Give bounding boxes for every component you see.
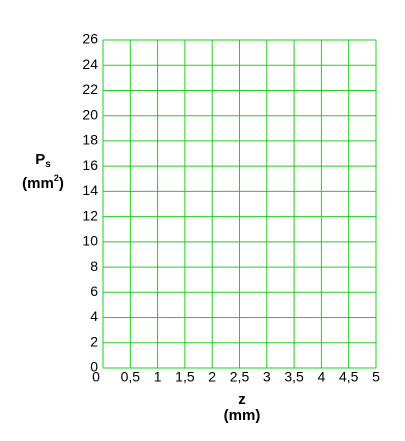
- y-tick-label: 26: [82, 31, 98, 47]
- y-tick-label: 14: [82, 182, 98, 198]
- y-tick-label: 12: [82, 207, 98, 223]
- x-tick-label: 5: [372, 369, 380, 385]
- x-tick-label: 3: [263, 369, 271, 385]
- x-tick-label: 1: [154, 369, 162, 385]
- x-label: z: [238, 391, 246, 408]
- y-tick-label: 16: [82, 157, 98, 173]
- x-unit: (mm): [224, 407, 261, 424]
- y-tick-label: 22: [82, 81, 98, 97]
- x-tick-label: 3,5: [284, 369, 304, 385]
- x-tick-label: 0,5: [121, 369, 141, 385]
- y-tick-label: 8: [90, 258, 98, 274]
- x-tick-label: 2,5: [230, 369, 250, 385]
- x-tick-label: 2: [208, 369, 216, 385]
- y-tick-label: 24: [82, 56, 98, 72]
- y-tick-label: 4: [90, 308, 98, 324]
- y-label: Ps: [35, 151, 51, 170]
- x-tick-label: 4,5: [339, 369, 359, 385]
- x-tick-label: 4: [318, 369, 326, 385]
- y-tick-label: 10: [82, 233, 98, 249]
- y-tick-label: 18: [82, 132, 98, 148]
- y-tick-label: 6: [90, 283, 98, 299]
- y-tick-label: 0: [90, 359, 98, 375]
- x-tick-label: 1,5: [175, 369, 195, 385]
- y-tick-label: 2: [90, 333, 98, 349]
- y-unit: (mm2): [22, 173, 64, 192]
- y-tick-label: 20: [82, 106, 98, 122]
- x-tick-label: 0: [92, 369, 100, 385]
